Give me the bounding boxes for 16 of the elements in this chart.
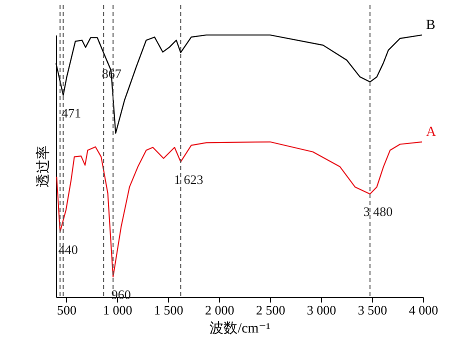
- x-tick-label: 2 500: [256, 302, 286, 318]
- annotation: 3 480: [363, 204, 393, 220]
- x-axis-title: 波数/cm⁻¹: [210, 320, 270, 336]
- x-tick-label: 1 500: [154, 302, 184, 318]
- x-tick-label: 2 000: [204, 302, 234, 318]
- annotation: 1 623: [174, 172, 204, 187]
- x-tick-label: 3 000: [306, 302, 336, 318]
- annotation: 471: [61, 105, 81, 120]
- x-tick-label: 4 000: [408, 302, 438, 318]
- series-label: A: [426, 124, 437, 140]
- y-axis-title: 透过率: [36, 146, 52, 188]
- x-tick-label: 500: [56, 302, 76, 318]
- annotation: 440: [58, 242, 78, 257]
- x-tick-label: 1 000: [103, 302, 132, 318]
- series-label: B: [426, 18, 436, 33]
- x-tick-label: 3 500: [358, 302, 388, 318]
